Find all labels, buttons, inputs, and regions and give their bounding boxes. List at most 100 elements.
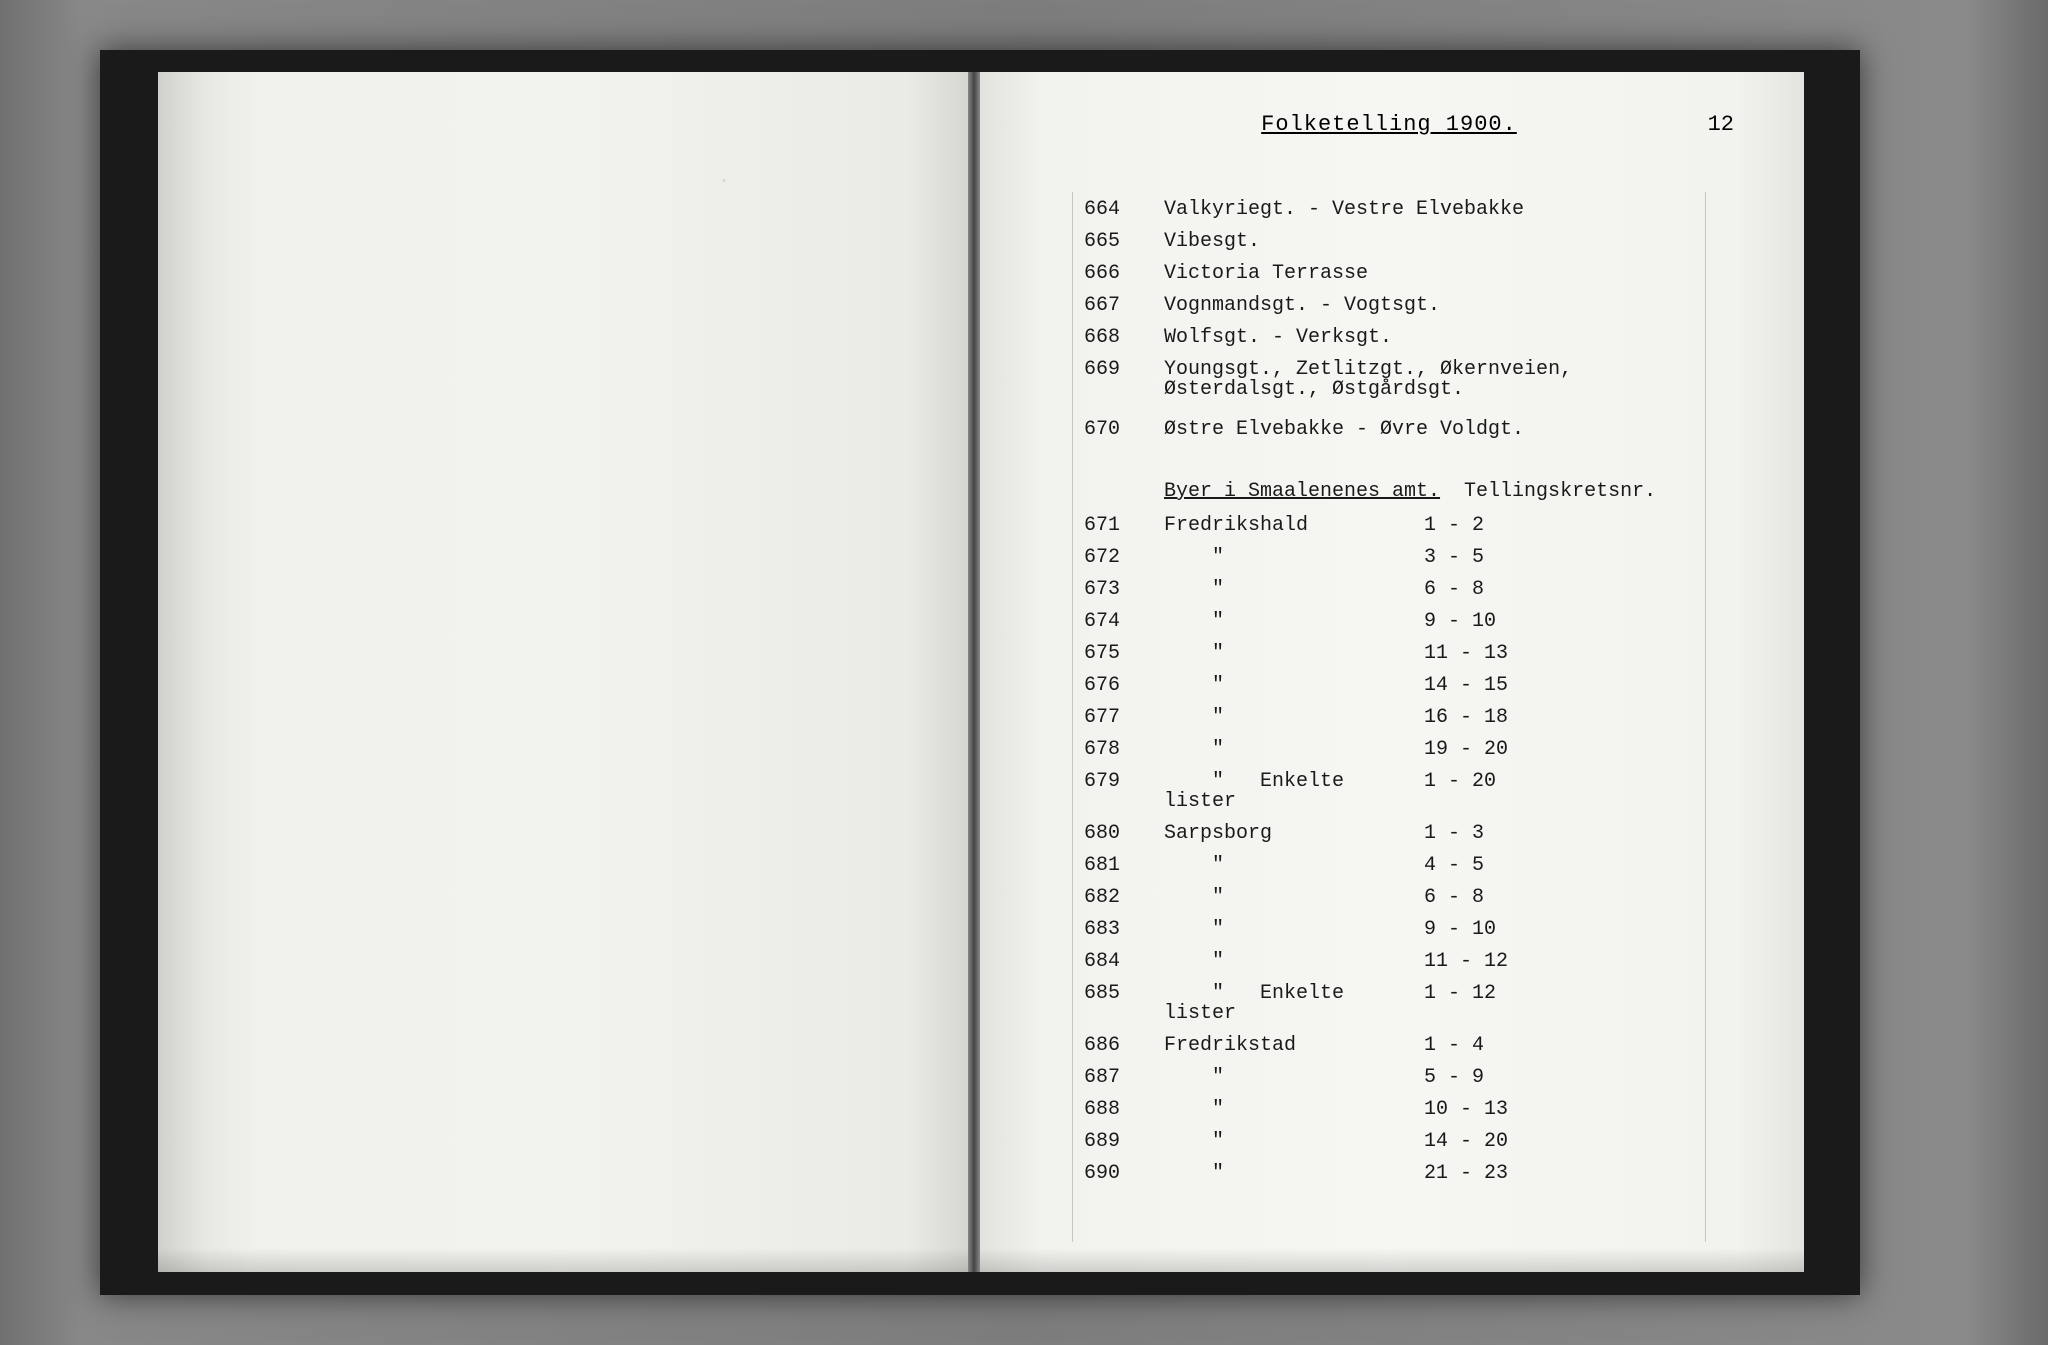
index-range: 6 - 8 <box>1424 888 1564 908</box>
index-place: " <box>1164 580 1424 600</box>
index-row: 668Wolfsgt. - Verksgt. <box>1084 328 1694 348</box>
section-gap <box>1084 452 1694 482</box>
index-number: 687 <box>1084 1068 1164 1088</box>
index-number: 685 <box>1084 984 1164 1024</box>
index-place: " <box>1164 644 1424 664</box>
section-header: Byer i Smaalenenes amt. Tellingskretsnr. <box>1084 482 1694 502</box>
index-row: 666Victoria Terrasse <box>1084 264 1694 284</box>
index-range: 10 - 13 <box>1424 1100 1564 1120</box>
index-row: 684 "11 - 12 <box>1084 952 1694 972</box>
index-place: " <box>1164 1164 1424 1184</box>
section-header-right: Tellingskretsnr. <box>1464 482 1656 502</box>
index-row: 676 "14 - 15 <box>1084 676 1694 696</box>
index-number: 684 <box>1084 952 1164 972</box>
index-range: 5 - 9 <box>1424 1068 1564 1088</box>
index-row: 673 "6 - 8 <box>1084 580 1694 600</box>
index-number: 670 <box>1084 420 1164 440</box>
index-place: " <box>1164 856 1424 876</box>
index-number: 673 <box>1084 580 1164 600</box>
index-row: 682 "6 - 8 <box>1084 888 1694 908</box>
shadow <box>158 1248 973 1272</box>
index-description: Østre Elvebakke - Øvre Voldgt. <box>1164 420 1694 440</box>
book: · Folketelling 1900. 12 664Valkyriegt. -… <box>100 50 1860 1295</box>
index-row: 683 "9 - 10 <box>1084 920 1694 940</box>
section-header-left: Byer i Smaalenenes amt. <box>1164 482 1440 502</box>
index-description: Vognmandsgt. - Vogtsgt. <box>1164 296 1694 316</box>
index-description: Victoria Terrasse <box>1164 264 1694 284</box>
index-place: " <box>1164 1068 1424 1088</box>
index-place: " <box>1164 740 1424 760</box>
shadow <box>974 1248 1804 1272</box>
index-description: Vibesgt. <box>1164 232 1694 252</box>
index-range: 16 - 18 <box>1424 708 1564 728</box>
index-row: 671Fredrikshald1 - 2 <box>1084 516 1694 536</box>
index-number: 682 <box>1084 888 1164 908</box>
index-description: Wolfsgt. - Verksgt. <box>1164 328 1694 348</box>
index-number: 679 <box>1084 772 1164 812</box>
index-row: 677 "16 - 18 <box>1084 708 1694 728</box>
index-range: 14 - 15 <box>1424 676 1564 696</box>
index-section-streets: 664Valkyriegt. - Vestre Elvebakke665Vibe… <box>1084 200 1694 440</box>
index-range: 11 - 13 <box>1424 644 1564 664</box>
index-row: 678 "19 - 20 <box>1084 740 1694 760</box>
index-number: 675 <box>1084 644 1164 664</box>
index-section-cities: 671Fredrikshald1 - 2672 "3 - 5673 "6 - 8… <box>1084 516 1694 1184</box>
index-row: 689 "14 - 20 <box>1084 1132 1694 1152</box>
index-row: 674 "9 - 10 <box>1084 612 1694 632</box>
index-number: 672 <box>1084 548 1164 568</box>
index-number: 678 <box>1084 740 1164 760</box>
index-number: 671 <box>1084 516 1164 536</box>
index-number: 664 <box>1084 200 1164 220</box>
margin-rule-left <box>1072 192 1073 1242</box>
index-place: Fredrikstad <box>1164 1036 1424 1056</box>
index-number: 668 <box>1084 328 1164 348</box>
index-row: 685 " Enkelte lister1 - 12 <box>1084 984 1694 1024</box>
index-number: 686 <box>1084 1036 1164 1056</box>
index-range: 1 - 12 <box>1424 984 1564 1024</box>
page-content: 664Valkyriegt. - Vestre Elvebakke665Vibe… <box>1084 200 1694 1196</box>
index-row: 679 " Enkelte lister1 - 20 <box>1084 772 1694 812</box>
index-description: Valkyriegt. - Vestre Elvebakke <box>1164 200 1694 220</box>
index-place: " <box>1164 1132 1424 1152</box>
page-title: Folketelling 1900. <box>974 112 1804 137</box>
index-row: 687 "5 - 9 <box>1084 1068 1694 1088</box>
index-range: 9 - 10 <box>1424 612 1564 632</box>
index-place: " <box>1164 708 1424 728</box>
index-range: 3 - 5 <box>1424 548 1564 568</box>
index-place: Fredrikshald <box>1164 516 1424 536</box>
index-row: 680Sarpsborg1 - 3 <box>1084 824 1694 844</box>
bleed-text: · <box>718 170 730 193</box>
index-range: 4 - 5 <box>1424 856 1564 876</box>
index-number: 674 <box>1084 612 1164 632</box>
index-place: " <box>1164 888 1424 908</box>
index-range: 11 - 12 <box>1424 952 1564 972</box>
index-range: 9 - 10 <box>1424 920 1564 940</box>
index-range: 1 - 3 <box>1424 824 1564 844</box>
index-row: 670Østre Elvebakke - Øvre Voldgt. <box>1084 420 1694 440</box>
index-number: 683 <box>1084 920 1164 940</box>
margin-rule-right <box>1705 192 1706 1242</box>
index-row: 688 "10 - 13 <box>1084 1100 1694 1120</box>
index-number: 666 <box>1084 264 1164 284</box>
index-place: Sarpsborg <box>1164 824 1424 844</box>
index-place: " <box>1164 548 1424 568</box>
index-number: 680 <box>1084 824 1164 844</box>
index-place: " <box>1164 612 1424 632</box>
index-number: 688 <box>1084 1100 1164 1120</box>
index-place: " <box>1164 952 1424 972</box>
index-row: 664Valkyriegt. - Vestre Elvebakke <box>1084 200 1694 220</box>
index-row: 667Vognmandsgt. - Vogtsgt. <box>1084 296 1694 316</box>
index-place: " <box>1164 920 1424 940</box>
index-range: 1 - 4 <box>1424 1036 1564 1056</box>
index-range: 14 - 20 <box>1424 1132 1564 1152</box>
index-range: 1 - 2 <box>1424 516 1564 536</box>
index-number: 689 <box>1084 1132 1164 1152</box>
index-number: 667 <box>1084 296 1164 316</box>
index-row: 672 "3 - 5 <box>1084 548 1694 568</box>
index-number: 677 <box>1084 708 1164 728</box>
index-number: 669 <box>1084 360 1164 380</box>
index-row: 675 "11 - 13 <box>1084 644 1694 664</box>
index-place: " <box>1164 1100 1424 1120</box>
index-row: 686Fredrikstad1 - 4 <box>1084 1036 1694 1056</box>
index-row: 669Youngsgt., Zetlitzgt., Økernveien, Øs… <box>1084 360 1694 400</box>
